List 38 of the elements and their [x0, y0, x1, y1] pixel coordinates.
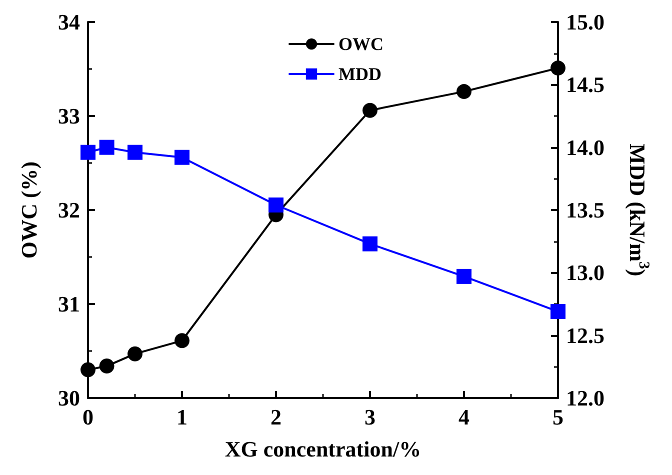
point: [99, 140, 114, 155]
y2-tick-label: 13.0: [566, 260, 604, 286]
point: [99, 358, 114, 374]
y2-tick-label: 12.0: [566, 386, 604, 410]
y-axis-title: OWC (%): [16, 161, 42, 259]
x-tick-label: 5: [552, 404, 564, 430]
x-tick-label: 2: [270, 404, 282, 430]
point: [80, 144, 96, 160]
y2-tick-label: 13.5: [566, 198, 604, 222]
legend-label: MDD: [338, 64, 382, 84]
point: [128, 144, 142, 160]
x-axis-title: XG concentration/%: [224, 436, 422, 462]
x-tick-label: 4: [458, 404, 470, 430]
y-tick-label: 34: [58, 10, 80, 34]
point: [268, 197, 284, 212]
y2-tick-label: 14.5: [566, 72, 604, 98]
y2-tick-label: 12.5: [566, 322, 604, 348]
x-tick-label: 0: [82, 404, 94, 430]
point: [550, 60, 566, 76]
legend-label: OWC: [338, 34, 384, 54]
y2-axis-title: MDD (kN/m3): [625, 144, 652, 276]
y2-tick-label: 15.0: [566, 10, 604, 34]
y2-tick-label: 14.0: [566, 134, 604, 160]
point: [362, 236, 378, 252]
y-tick-label: 33: [58, 104, 80, 128]
x-tick-label: 1: [176, 404, 188, 430]
point: [362, 102, 378, 118]
y-tick-label: 32: [58, 198, 80, 222]
point: [550, 304, 566, 320]
point: [456, 268, 472, 284]
x-tick-label: 3: [364, 404, 376, 430]
y-tick-label: 30: [58, 386, 80, 410]
y-tick-label: 31: [58, 292, 80, 316]
point: [80, 362, 96, 378]
point: [128, 346, 142, 362]
point: [174, 150, 190, 165]
point: [174, 333, 190, 348]
point: [456, 84, 472, 100]
